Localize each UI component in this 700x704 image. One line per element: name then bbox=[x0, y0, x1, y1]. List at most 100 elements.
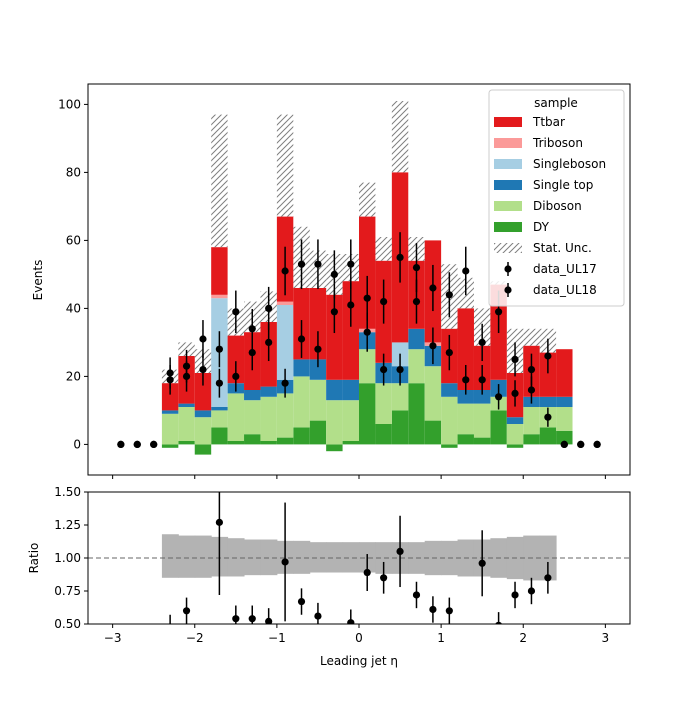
point-data_ul17-14 bbox=[347, 260, 355, 268]
point-data_ul18-23 bbox=[495, 393, 503, 401]
bar-single-top-bin-24 bbox=[506, 417, 524, 424]
bar-dy-bin-24 bbox=[506, 444, 524, 448]
x-tick-label-3: 0 bbox=[355, 631, 363, 645]
bar-single-top-bin-12 bbox=[309, 359, 327, 380]
ratio-points bbox=[169, 492, 552, 624]
point-data_ul17-15 bbox=[363, 294, 371, 302]
point-data_ul18-25 bbox=[527, 386, 536, 394]
main-y-tick-label-0: 0 bbox=[73, 437, 81, 451]
bar-ttbar-bin-3 bbox=[161, 383, 179, 411]
bar-diboson-bin-12 bbox=[309, 379, 327, 421]
ratio-band-bin-16 bbox=[375, 542, 393, 574]
bar-triboson-bin-6 bbox=[211, 294, 228, 299]
legend-swatch bbox=[494, 117, 522, 127]
ratio-y-tick-label-3: 1.25 bbox=[54, 518, 81, 532]
point-data_ul17-24 bbox=[511, 355, 519, 363]
point-data_ul17-11 bbox=[297, 260, 306, 268]
point-data_ul18-12 bbox=[314, 345, 322, 353]
bar-diboson-bin-27 bbox=[556, 407, 573, 431]
point-data_ul17-18 bbox=[412, 264, 421, 272]
bar-diboson-bin-4 bbox=[178, 407, 195, 441]
ratio-plot-content bbox=[88, 492, 630, 624]
bar-ttbar-bin-26 bbox=[539, 352, 557, 397]
points-data_ul18 bbox=[117, 279, 601, 448]
point-data_ul18-16 bbox=[380, 366, 388, 374]
ratio-band-bin-5 bbox=[194, 535, 212, 578]
bar-single-top-bin-27 bbox=[556, 396, 573, 407]
legend-entry-data_ul18: data_UL18 bbox=[504, 283, 597, 297]
ratio-point-12 bbox=[396, 547, 404, 556]
bar-dy-bin-25 bbox=[523, 434, 540, 445]
bar-diboson-bin-19 bbox=[424, 366, 442, 421]
stat-unc-band bbox=[161, 101, 557, 384]
bar-diboson-bin-11 bbox=[293, 376, 310, 428]
bar-diboson-bin-16 bbox=[375, 383, 392, 424]
legend-swatch bbox=[494, 159, 522, 169]
bar-single-top-bin-8 bbox=[244, 390, 261, 401]
stat-unc-bin-25 bbox=[523, 328, 540, 346]
bar-ttbar-bin-5 bbox=[194, 373, 212, 411]
stat-unc-bin-17 bbox=[391, 101, 409, 173]
ratio-point-9 bbox=[347, 619, 355, 624]
main-y-ticks: 0 20 40 60 80 100 bbox=[58, 97, 88, 451]
bar-ttbar-bin-21 bbox=[457, 308, 474, 390]
point-data_ul18-0 bbox=[117, 440, 125, 448]
x-tick-label-6: 3 bbox=[602, 631, 610, 645]
ratio-x-ticks: −3 −2 −1 0 1 2 3 bbox=[104, 624, 609, 645]
bar-dy-bin-4 bbox=[178, 441, 195, 445]
ratio-point-14 bbox=[429, 605, 437, 614]
ratio-y-tick-label-0: 0.50 bbox=[54, 617, 81, 631]
bar-single-top-bin-11 bbox=[293, 359, 310, 377]
bar-dy-bin-23 bbox=[490, 410, 507, 445]
legend-entries: Ttbar Triboson Singleboson Single top Diboso… bbox=[494, 115, 606, 297]
point-data_ul18-19 bbox=[429, 342, 437, 350]
legend-label: data_UL17 bbox=[533, 262, 597, 276]
point-data_ul18-20 bbox=[445, 349, 453, 357]
bar-diboson-bin-7 bbox=[227, 393, 245, 441]
ratio-band-bin-11 bbox=[293, 540, 311, 574]
bar-dy-bin-8 bbox=[244, 434, 261, 445]
point-data_ul18-4 bbox=[182, 372, 191, 380]
bar-dy-bin-17 bbox=[391, 410, 409, 445]
y-axis-label: Events bbox=[31, 260, 45, 301]
point-data_ul17-10 bbox=[281, 267, 289, 275]
bar-ttbar-bin-7 bbox=[227, 335, 245, 384]
ratio-plot: −3 −2 −1 0 1 2 3 0.50 0.75 1.00 1.25 1.50 Ratio Le… bbox=[27, 485, 631, 668]
point-data_ul17-13 bbox=[330, 270, 338, 278]
legend-swatch bbox=[494, 201, 522, 211]
bar-dy-bin-3 bbox=[161, 444, 179, 448]
main-y-tick-label-3: 60 bbox=[66, 233, 81, 247]
point-data_ul18-15 bbox=[363, 328, 371, 336]
legend-entry-data_ul17: data_UL17 bbox=[504, 262, 597, 276]
stat-unc-bin-15 bbox=[359, 182, 376, 217]
legend-entry-triboson: Triboson bbox=[494, 136, 583, 150]
main-y-tick-label-1: 20 bbox=[66, 369, 81, 383]
ratio-point-18 bbox=[511, 591, 519, 599]
ratio-y-tick-label-2: 1.00 bbox=[54, 551, 81, 565]
bar-dy-bin-11 bbox=[293, 427, 310, 445]
ratio-band-bin-4 bbox=[178, 535, 196, 578]
point-data_ul17-8 bbox=[248, 325, 256, 333]
bar-dy-bin-9 bbox=[260, 441, 277, 445]
ratio-point-6 bbox=[281, 558, 289, 566]
ratio-point-7 bbox=[297, 597, 306, 606]
legend-entry-stat-unc-: Stat. Unc. bbox=[494, 241, 592, 255]
point-data_ul18-26 bbox=[544, 413, 552, 421]
ratio-y-tick-label-1: 0.75 bbox=[54, 584, 81, 598]
bar-dy-bin-12 bbox=[309, 420, 327, 445]
legend-label: Stat. Unc. bbox=[533, 241, 592, 255]
point-data_ul18-9 bbox=[265, 338, 273, 346]
point-data_ul17-17 bbox=[396, 253, 404, 261]
bar-diboson-bin-22 bbox=[473, 403, 491, 438]
bar-single-top-bin-21 bbox=[457, 390, 474, 404]
bar-ttbar-bin-12 bbox=[309, 288, 327, 360]
bar-dy-bin-20 bbox=[441, 444, 458, 448]
point-data_ul17-21 bbox=[462, 267, 470, 275]
ratio-point-2 bbox=[215, 518, 223, 526]
legend-entry-diboson: Diboson bbox=[494, 199, 582, 213]
bar-single-top-bin-22 bbox=[473, 390, 491, 404]
ratio-point-16 bbox=[478, 559, 486, 567]
legend-label: Ttbar bbox=[532, 115, 565, 129]
bar-diboson-bin-3 bbox=[161, 413, 179, 445]
legend-entry-single-top: Single top bbox=[494, 178, 593, 192]
